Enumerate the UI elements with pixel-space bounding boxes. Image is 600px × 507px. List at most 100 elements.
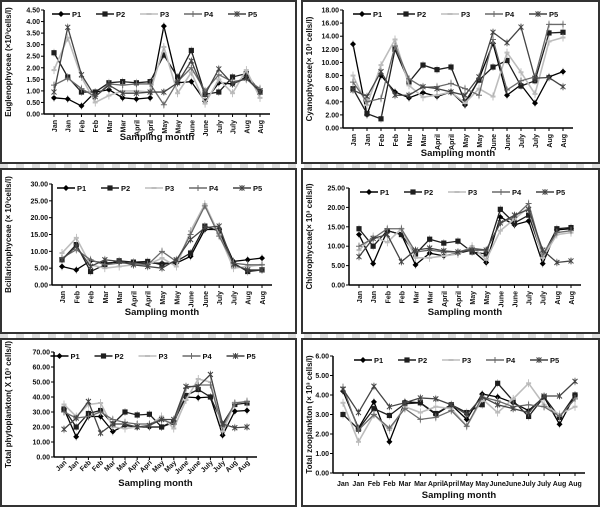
x-tick-label: Jan: [66, 120, 73, 132]
asterisk-marker: [417, 394, 424, 401]
x-tick-label: Jan: [67, 459, 80, 472]
asterisk-marker: [440, 247, 447, 254]
asterisk-marker: [426, 245, 433, 252]
asterisk-marker: [78, 71, 85, 78]
asterisk-marker: [215, 65, 222, 72]
y-tick-label: 20.00: [327, 205, 345, 212]
legend-item-p3: P3: [441, 10, 470, 19]
legend-item-p4: P4: [184, 10, 214, 19]
series-line-p2: [352, 31, 564, 120]
legend-item-p1: P1: [353, 10, 382, 19]
series-line-p3: [53, 35, 261, 106]
diamond-marker: [64, 95, 71, 102]
asterisk-marker: [536, 357, 542, 363]
x-tick-label: May: [477, 134, 484, 148]
x-axis-title: Sampling month: [118, 478, 193, 489]
x-tick-label: July: [200, 459, 215, 474]
legend-item-p3: P3: [138, 352, 168, 361]
legend-label: P3: [462, 356, 471, 365]
plus-marker: [560, 21, 566, 28]
diamond-marker: [160, 23, 167, 30]
square-marker: [161, 52, 167, 58]
panel-chlorophyceae: 0.00 5.00 10.00 15.00 20.00 25.00 Jan Jan Feb Feb…: [301, 168, 600, 334]
plus-marker: [78, 85, 85, 92]
asterisk-marker: [504, 39, 510, 46]
plus-marker: [491, 11, 497, 17]
asterisk-marker: [257, 89, 263, 96]
y-tick-label: 30.00: [32, 410, 50, 417]
y-tick-label: 70.00: [32, 350, 50, 357]
diamond-marker: [497, 214, 504, 221]
x-tick-label: Mar: [121, 120, 128, 133]
asterisk-marker: [532, 75, 538, 82]
asterisk-marker: [234, 11, 240, 17]
diamond-marker: [105, 86, 112, 93]
plus-marker: [147, 80, 154, 87]
x-tick-label: July: [527, 291, 534, 305]
square-marker: [420, 62, 426, 68]
square-marker: [495, 380, 501, 386]
asterisk-marker: [109, 421, 116, 427]
plus-marker: [231, 400, 238, 406]
y-tick-label: 14.00: [321, 34, 339, 41]
legend-item-p2: P2: [94, 352, 124, 361]
asterisk-marker: [420, 83, 426, 90]
diamond-marker: [532, 100, 538, 107]
asterisk-marker: [340, 386, 346, 393]
y-axis-title: Chlorophyceae(× 10³ cells/l): [305, 183, 314, 289]
legend-label: P1: [373, 10, 382, 19]
y-tick-label: 5.00: [331, 263, 345, 270]
x-tick-label: Feb: [79, 459, 93, 473]
asterisk-marker: [183, 383, 189, 390]
y-tick-label: 25.00: [327, 186, 345, 193]
asterisk-marker: [207, 371, 214, 378]
asterisk-marker: [370, 235, 376, 242]
x-tick-label: Feb: [74, 291, 81, 303]
y-tick-label: 0.00: [34, 283, 48, 290]
x-tick-label: June: [203, 291, 210, 307]
panel-total-phytoplankton: 0.00 10.00 20.00 30.00 40.00 50.00 60.00 70.00 J…: [0, 338, 297, 507]
y-tick-label: 6.00: [325, 86, 339, 93]
panel-total-zooplankton: 0.00 1.00 2.00 3.00 4.00 5.00 6.00 Jan Jan Feb Feb…: [301, 338, 600, 507]
x-tick-label: Aug: [555, 291, 562, 305]
diamond-marker: [147, 94, 154, 101]
asterisk-marker: [510, 405, 516, 412]
asterisk-marker: [463, 411, 470, 418]
diamond-marker: [78, 102, 85, 109]
diamond-marker: [259, 255, 265, 262]
x-tick-label: June: [505, 481, 521, 488]
chart-svg: 0.00 5.00 10.00 15.00 20.00 25.00 30.00 Jan Feb F…: [4, 176, 272, 318]
x-tick-label: July: [231, 120, 238, 134]
y-tick-label: 4.50: [26, 8, 40, 15]
legend-label: P5: [556, 188, 565, 197]
asterisk-marker: [432, 395, 439, 402]
y-tick-label: 2.00: [315, 432, 329, 439]
plus-marker: [244, 398, 250, 405]
x-tick-label: July: [212, 459, 227, 474]
x-tick-label: Jan: [357, 291, 364, 303]
series-line-p5: [358, 208, 572, 264]
asterisk-marker: [476, 73, 482, 80]
legend-item-p4: P4: [182, 352, 213, 361]
asterisk-marker: [195, 383, 202, 390]
x-axis-title: Sampling month: [421, 148, 496, 159]
x-tick-label: July: [519, 134, 526, 148]
diamond-marker: [109, 428, 116, 435]
legend-label: P5: [253, 184, 262, 193]
legend-item-p5: P5: [226, 352, 256, 361]
series-line-p3: [342, 382, 576, 444]
y-tick-label: 4.00: [315, 393, 329, 400]
square-marker: [364, 110, 370, 117]
x-tick-label: July: [541, 291, 548, 305]
x-tick-label: April: [443, 481, 459, 488]
plus-marker: [498, 189, 504, 195]
square-marker: [146, 411, 152, 417]
y-tick-label: 5.00: [315, 373, 329, 380]
series-line-p2: [342, 382, 576, 431]
diamond-marker: [244, 256, 251, 263]
square-marker: [183, 392, 189, 399]
diamond-marker: [51, 94, 57, 101]
asterisk-marker: [392, 92, 398, 99]
square-marker: [497, 206, 503, 212]
plus-marker: [356, 243, 362, 250]
